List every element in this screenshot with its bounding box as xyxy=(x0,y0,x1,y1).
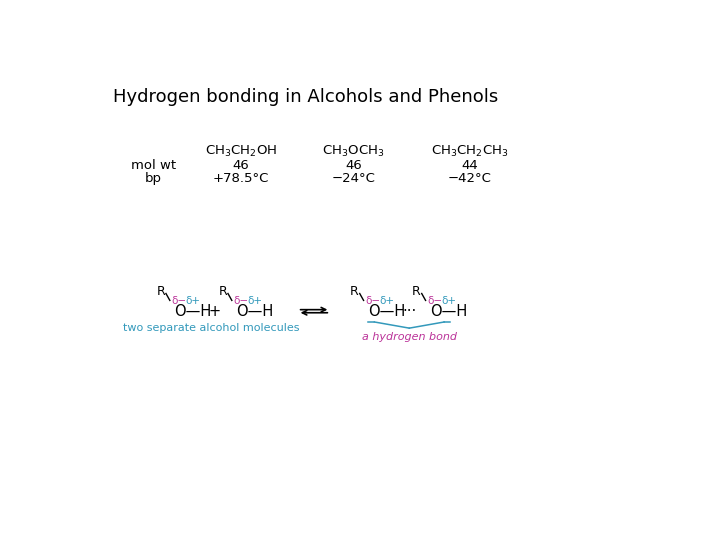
Text: two separate alcohol molecules: two separate alcohol molecules xyxy=(123,323,300,333)
Text: −42°C: −42°C xyxy=(448,172,492,185)
Text: δ−: δ− xyxy=(427,296,442,306)
Text: bp: bp xyxy=(145,172,162,185)
Text: δ+: δ+ xyxy=(248,296,262,306)
Text: δ+: δ+ xyxy=(379,296,394,306)
Text: 44: 44 xyxy=(462,159,478,172)
Text: a hydrogen bond: a hydrogen bond xyxy=(362,333,456,342)
Text: ···: ··· xyxy=(402,303,416,319)
Text: O—H: O—H xyxy=(431,303,467,319)
Text: R: R xyxy=(412,286,421,299)
Text: O—H: O—H xyxy=(236,303,274,319)
Text: δ−: δ− xyxy=(365,296,380,306)
Text: 46: 46 xyxy=(345,159,362,172)
Text: Hydrogen bonding in Alcohols and Phenols: Hydrogen bonding in Alcohols and Phenols xyxy=(113,88,498,106)
Text: mol wt: mol wt xyxy=(131,159,176,172)
Text: R: R xyxy=(350,286,359,299)
Text: $\rm CH_3OCH_3$: $\rm CH_3OCH_3$ xyxy=(323,144,384,159)
Text: δ+: δ+ xyxy=(185,296,200,306)
Text: +78.5°C: +78.5°C xyxy=(213,172,269,185)
Text: δ−: δ− xyxy=(233,296,248,306)
Text: +: + xyxy=(209,303,221,319)
Text: R: R xyxy=(156,286,165,299)
Text: −24°C: −24°C xyxy=(332,172,375,185)
Text: $\rm CH_3CH_2CH_3$: $\rm CH_3CH_2CH_3$ xyxy=(431,144,508,159)
Text: $\rm CH_3CH_2OH$: $\rm CH_3CH_2OH$ xyxy=(205,144,277,159)
Text: O—H: O—H xyxy=(174,303,212,319)
Text: δ+: δ+ xyxy=(441,296,456,306)
Text: δ−: δ− xyxy=(171,296,186,306)
Text: R: R xyxy=(218,286,228,299)
Text: O—H: O—H xyxy=(368,303,405,319)
Text: 46: 46 xyxy=(233,159,250,172)
